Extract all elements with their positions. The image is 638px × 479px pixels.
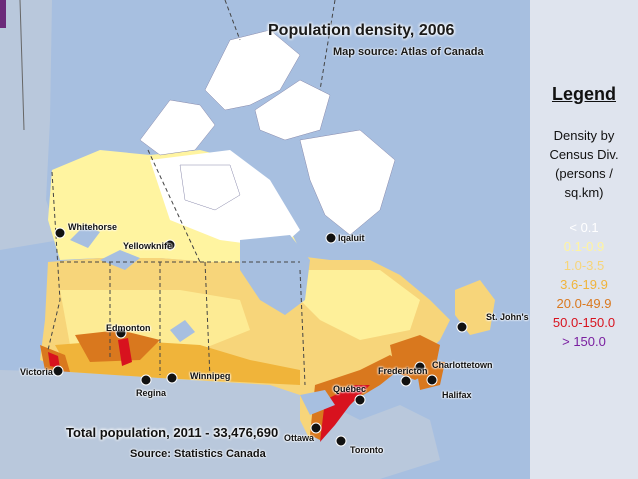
legend-item: 50.0-150.0 <box>552 315 616 330</box>
city-label-fredericton: Fredericton <box>378 366 428 376</box>
map-title: Population density, 2006 <box>268 22 455 39</box>
legend-desc-line: sq.km) <box>564 185 604 200</box>
city-label-ottawa: Ottawa <box>284 433 315 443</box>
city-label-iqaluit: Iqaluit <box>338 233 365 243</box>
city-label-yellowknife: Yellowknife <box>123 241 173 251</box>
city-label-toronto: Toronto <box>350 445 384 455</box>
map-area: Population density, 2006 Map source: Atl… <box>0 0 530 479</box>
legend-panel: Legend Density by Census Div. (persons /… <box>530 0 638 479</box>
legend-description: Density by Census Div. (persons / sq.km) <box>534 126 634 202</box>
legend-item: 0.1-0.9 <box>563 239 605 254</box>
legend-title: Legend <box>551 84 616 104</box>
city-label-st-johns: St. John's <box>486 312 529 322</box>
map-subtitle: Map source: Atlas of Canada <box>333 46 484 58</box>
city-label-whitehorse: Whitehorse <box>68 222 118 232</box>
legend-item: 1.0-3.5 <box>563 258 605 273</box>
legend-desc-line: (persons / <box>555 166 613 181</box>
legend-item: < 0.1 <box>569 220 599 235</box>
city-label-charlottetown: Charlottetown <box>432 360 493 370</box>
city-label-halifax: Halifax <box>442 390 472 400</box>
hudson-bay <box>240 235 310 315</box>
newfoundland <box>455 280 495 335</box>
legend-item: 20.0-49.9 <box>556 296 612 311</box>
city-label-regina: Regina <box>136 388 167 398</box>
city-label-quebec: Québec <box>333 384 367 394</box>
city-label-edmonton: Edmonton <box>106 323 151 333</box>
city-label-victoria: Victoria <box>20 367 53 377</box>
alaska-land <box>0 0 60 250</box>
canada-map <box>0 0 495 479</box>
usa-land <box>0 370 440 479</box>
legend-desc-line: Census Div. <box>549 147 619 162</box>
legend-desc-line: Density by <box>553 128 615 143</box>
legend-item: 3.6-19.9 <box>560 277 608 292</box>
accent-bar <box>0 0 6 28</box>
data-source: Source: Statistics Canada <box>130 448 266 460</box>
legend-items: < 0.1 0.1-0.9 1.0-3.5 3.6-19.9 20.0-49.9… <box>530 218 638 351</box>
total-population: Total population, 2011 - 33,476,690 <box>66 425 279 440</box>
legend-item: > 150.0 <box>562 334 606 349</box>
city-label-winnipeg: Winnipeg <box>190 371 231 381</box>
